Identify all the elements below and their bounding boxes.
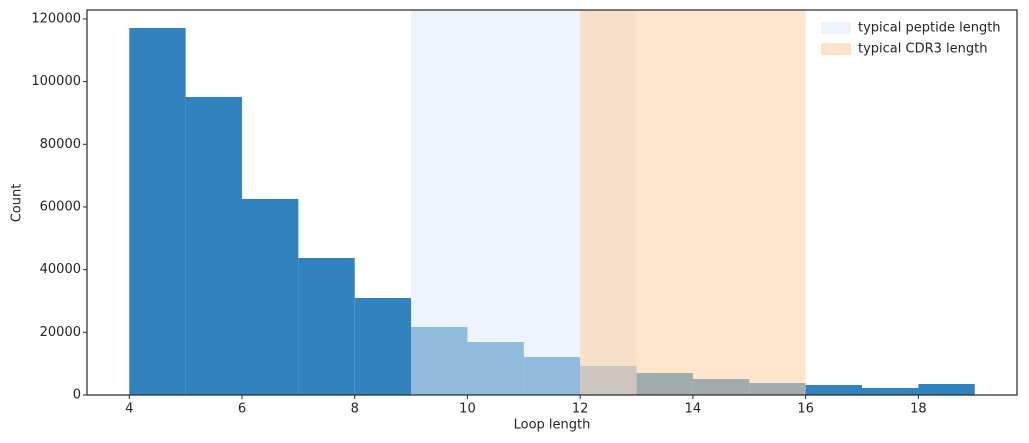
bar <box>805 385 862 395</box>
legend-swatch <box>821 22 851 34</box>
x-tick-label: 14 <box>685 402 702 417</box>
y-tick-label: 120000 <box>31 11 81 26</box>
y-tick-label: 40000 <box>40 262 81 277</box>
y-tick-label: 20000 <box>40 325 81 340</box>
shaded-span <box>580 10 806 395</box>
x-tick-label: 6 <box>238 402 246 417</box>
y-tick-label: 0 <box>73 388 81 403</box>
bar <box>862 388 919 395</box>
y-tick-label: 100000 <box>31 74 81 89</box>
bar <box>298 257 355 395</box>
x-tick-label: 12 <box>572 402 589 417</box>
legend-label: typical peptide length <box>858 21 1001 36</box>
x-axis-label: Loop length <box>514 418 591 433</box>
y-tick-label: 60000 <box>40 199 81 214</box>
x-tick-label: 8 <box>351 402 359 417</box>
legend-swatch <box>821 43 851 55</box>
plot-frame <box>86 9 1018 396</box>
legend-label: typical CDR3 length <box>858 42 987 57</box>
x-tick-label: 18 <box>910 402 927 417</box>
bar <box>242 198 299 395</box>
bar <box>129 28 186 395</box>
x-tick-label: 10 <box>459 402 476 417</box>
bar <box>185 96 242 395</box>
x-tick-label: 4 <box>125 402 133 417</box>
y-axis-label: Count <box>10 184 25 223</box>
bar <box>354 297 412 395</box>
x-tick-label: 16 <box>797 402 814 417</box>
bar <box>918 384 975 395</box>
y-tick-label: 80000 <box>40 137 81 152</box>
